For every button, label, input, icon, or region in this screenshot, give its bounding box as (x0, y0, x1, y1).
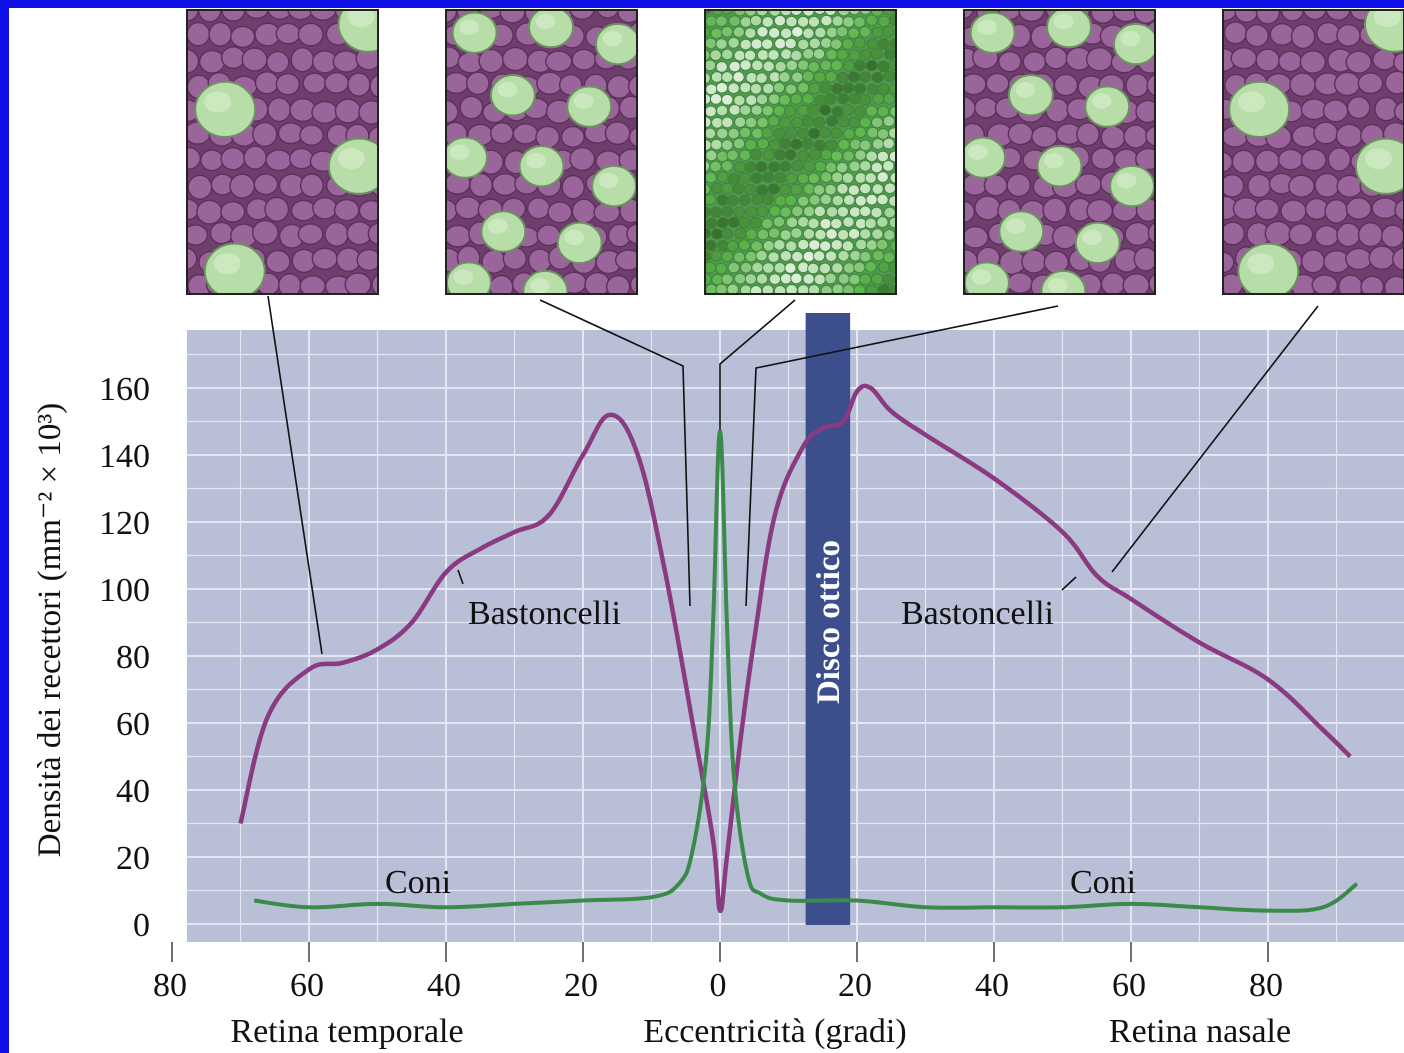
y-tick-label: 40 (116, 773, 150, 810)
annotation-coni-left: Coni (385, 864, 451, 901)
leader-line (539, 299, 691, 607)
y-tick-label: 120 (99, 505, 150, 542)
annotation-pointer-bastoncelli-left (457, 569, 464, 585)
x-tick-label: 60 (1112, 967, 1146, 1004)
x-tick-label: 40 (975, 967, 1009, 1004)
y-axis-title: Densità dei recettori (mm⁻² × 10³) (32, 403, 68, 857)
x-tick-label: 40 (427, 967, 461, 1004)
annotation-coni-right: Coni (1070, 864, 1136, 901)
region-label-temporal: Retina temporale (230, 1013, 463, 1050)
panel-leader-lines (267, 295, 1319, 655)
x-tick-label: 0 (710, 967, 727, 1004)
series-line-bastoncelli (238, 383, 1352, 913)
optic-disc-band (805, 313, 851, 925)
y-axis-ticks: 0 20 40 60 80 100 120 140 160 (99, 371, 150, 944)
plot-area (187, 330, 1404, 942)
y-tick-label: 160 (99, 371, 150, 408)
leader-line (719, 299, 796, 430)
x-tick-label: 80 (153, 967, 187, 1004)
x-axis-title: Eccentricità (gradi) (643, 1013, 906, 1050)
y-tick-label: 60 (116, 706, 150, 743)
grid-lines (187, 330, 1404, 942)
optic-disc-label: Disco ottico (811, 540, 847, 704)
panel-fovea (705, 10, 896, 294)
x-tick-label: 80 (1249, 967, 1283, 1004)
panel-temporal-far (187, 10, 378, 294)
region-label-nasal: Retina nasale (1109, 1013, 1291, 1050)
y-tick-label: 0 (133, 907, 150, 944)
x-tick-label: 20 (564, 967, 598, 1004)
y-tick-label: 140 (99, 438, 150, 475)
mosaic-panels (186, 9, 1404, 295)
leader-line (745, 305, 1059, 607)
annotation-pointer-bastoncelli-right (1061, 576, 1077, 591)
y-tick-label: 20 (116, 840, 150, 877)
x-axis-ticks: 80 60 40 20 0 20 40 60 80 (153, 942, 1283, 1004)
panel-temporal-near (446, 10, 637, 294)
series-line-coni (253, 429, 1359, 913)
annotation-bastoncelli-right: Bastoncelli (901, 595, 1054, 632)
leader-line (267, 295, 323, 655)
y-tick-label: 80 (116, 639, 150, 676)
panel-nasal-near (964, 10, 1155, 294)
y-tick-label: 100 (99, 572, 150, 609)
annotation-bastoncelli-left: Bastoncelli (468, 595, 621, 632)
leader-line (1111, 305, 1319, 573)
x-tick-label: 60 (290, 967, 324, 1004)
x-tick-label: 20 (838, 967, 872, 1004)
panel-nasal-far (1223, 10, 1404, 294)
